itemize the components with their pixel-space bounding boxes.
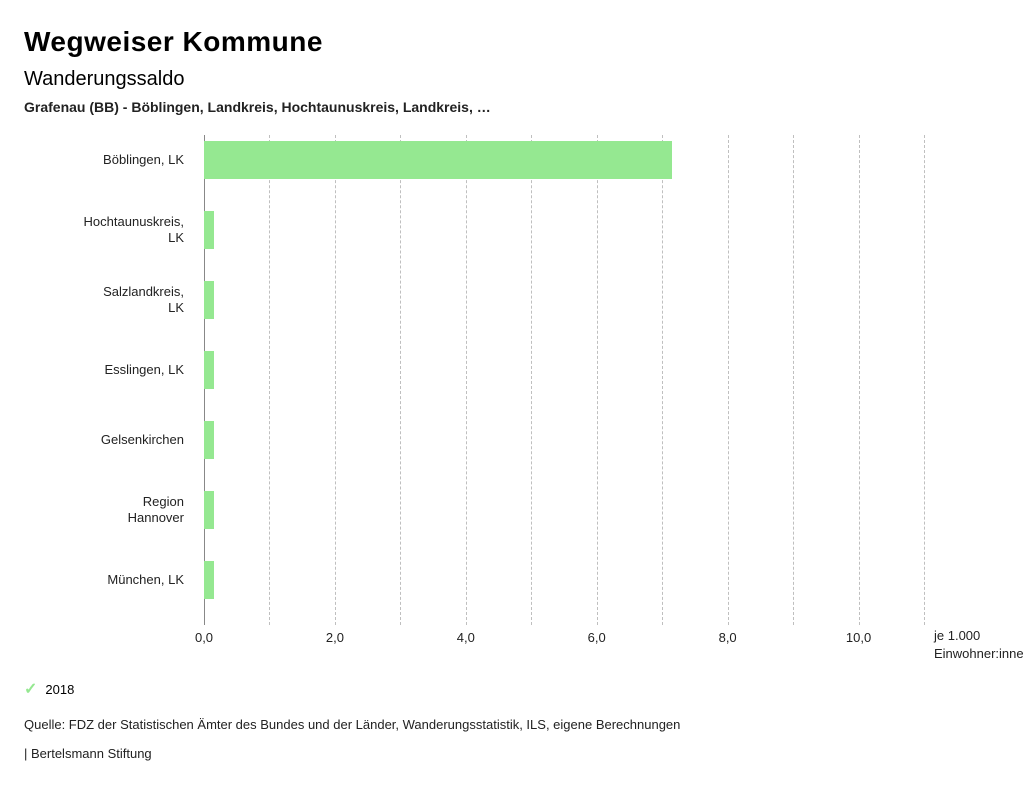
y-axis-label: RegionHannover xyxy=(24,494,194,525)
page-subtitle: Wanderungssaldo xyxy=(24,68,1000,91)
bar xyxy=(204,421,214,459)
bar xyxy=(204,141,672,179)
chart: Böblingen, LK Hochtaunuskreis,LK Salzlandk… xyxy=(24,135,1004,655)
gridline xyxy=(400,135,401,625)
gridline xyxy=(269,135,270,625)
y-axis-label: Gelsenkirchen xyxy=(24,432,194,448)
y-axis-label: München, LK xyxy=(24,572,194,588)
x-tick: 6,0 xyxy=(588,630,606,645)
plot-area xyxy=(204,135,924,625)
x-tick: 8,0 xyxy=(719,630,737,645)
bar xyxy=(204,211,214,249)
legend-label: 2018 xyxy=(45,682,74,697)
gridline xyxy=(597,135,598,625)
bar xyxy=(204,281,214,319)
bar xyxy=(204,491,214,529)
x-tick: 2,0 xyxy=(326,630,344,645)
page-description: Grafenau (BB) - Böblingen, Landkreis, Ho… xyxy=(24,99,1000,115)
gridline xyxy=(859,135,860,625)
gridline xyxy=(924,135,925,625)
gridline xyxy=(466,135,467,625)
source-text: Quelle: FDZ der Statistischen Ämter des … xyxy=(24,717,1000,732)
check-icon: ✓ xyxy=(24,679,37,699)
x-axis-unit: je 1.000 Einwohner:innen xyxy=(934,627,1024,663)
y-axis-labels: Böblingen, LK Hochtaunuskreis,LK Salzlandk… xyxy=(24,135,194,625)
gridline xyxy=(335,135,336,625)
x-tick: 0,0 xyxy=(195,630,213,645)
bar xyxy=(204,351,214,389)
x-tick: 4,0 xyxy=(457,630,475,645)
gridline xyxy=(793,135,794,625)
y-axis-label: Böblingen, LK xyxy=(24,152,194,168)
x-tick: 10,0 xyxy=(846,630,871,645)
gridline xyxy=(728,135,729,625)
y-axis-label: Salzlandkreis,LK xyxy=(24,284,194,315)
y-axis-label: Esslingen, LK xyxy=(24,362,194,378)
legend: ✓ 2018 xyxy=(24,679,1000,699)
attribution-text: | Bertelsmann Stiftung xyxy=(24,746,1000,761)
gridline xyxy=(662,135,663,625)
y-axis-label: Hochtaunuskreis,LK xyxy=(24,214,194,245)
page-title: Wegweiser Kommune xyxy=(24,26,1000,58)
gridline xyxy=(531,135,532,625)
x-axis-ticks: 0,02,04,06,08,010,0 xyxy=(204,630,924,654)
bar xyxy=(204,561,214,599)
